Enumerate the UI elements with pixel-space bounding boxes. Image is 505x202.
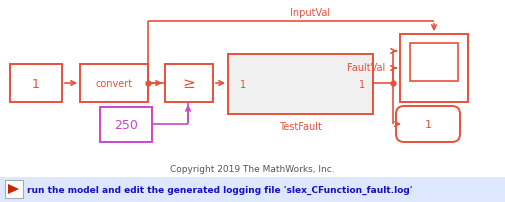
Text: Copyright 2019 The MathWorks, Inc.: Copyright 2019 The MathWorks, Inc. <box>170 165 335 174</box>
Text: ≥: ≥ <box>183 76 195 91</box>
Bar <box>10 65 62 102</box>
Bar <box>228 55 373 115</box>
FancyBboxPatch shape <box>396 106 460 142</box>
Text: convert: convert <box>95 79 132 88</box>
Text: 1: 1 <box>32 77 40 90</box>
Text: run the model and edit the generated logging file 'slex_CFunction_fault.log': run the model and edit the generated log… <box>27 185 413 194</box>
Text: 250: 250 <box>114 118 138 131</box>
Text: 1: 1 <box>359 80 365 89</box>
Bar <box>5 180 23 198</box>
Text: TestFault: TestFault <box>279 121 322 131</box>
Text: 1: 1 <box>240 80 246 89</box>
Bar <box>80 65 148 102</box>
Text: InputVal: InputVal <box>290 8 330 18</box>
Bar <box>165 65 213 102</box>
Bar <box>410 44 458 82</box>
Text: 1: 1 <box>425 119 431 129</box>
Bar <box>0 177 505 202</box>
Bar <box>100 107 152 142</box>
Text: FaultVal: FaultVal <box>347 63 385 73</box>
Bar <box>400 35 468 102</box>
Polygon shape <box>8 184 19 194</box>
